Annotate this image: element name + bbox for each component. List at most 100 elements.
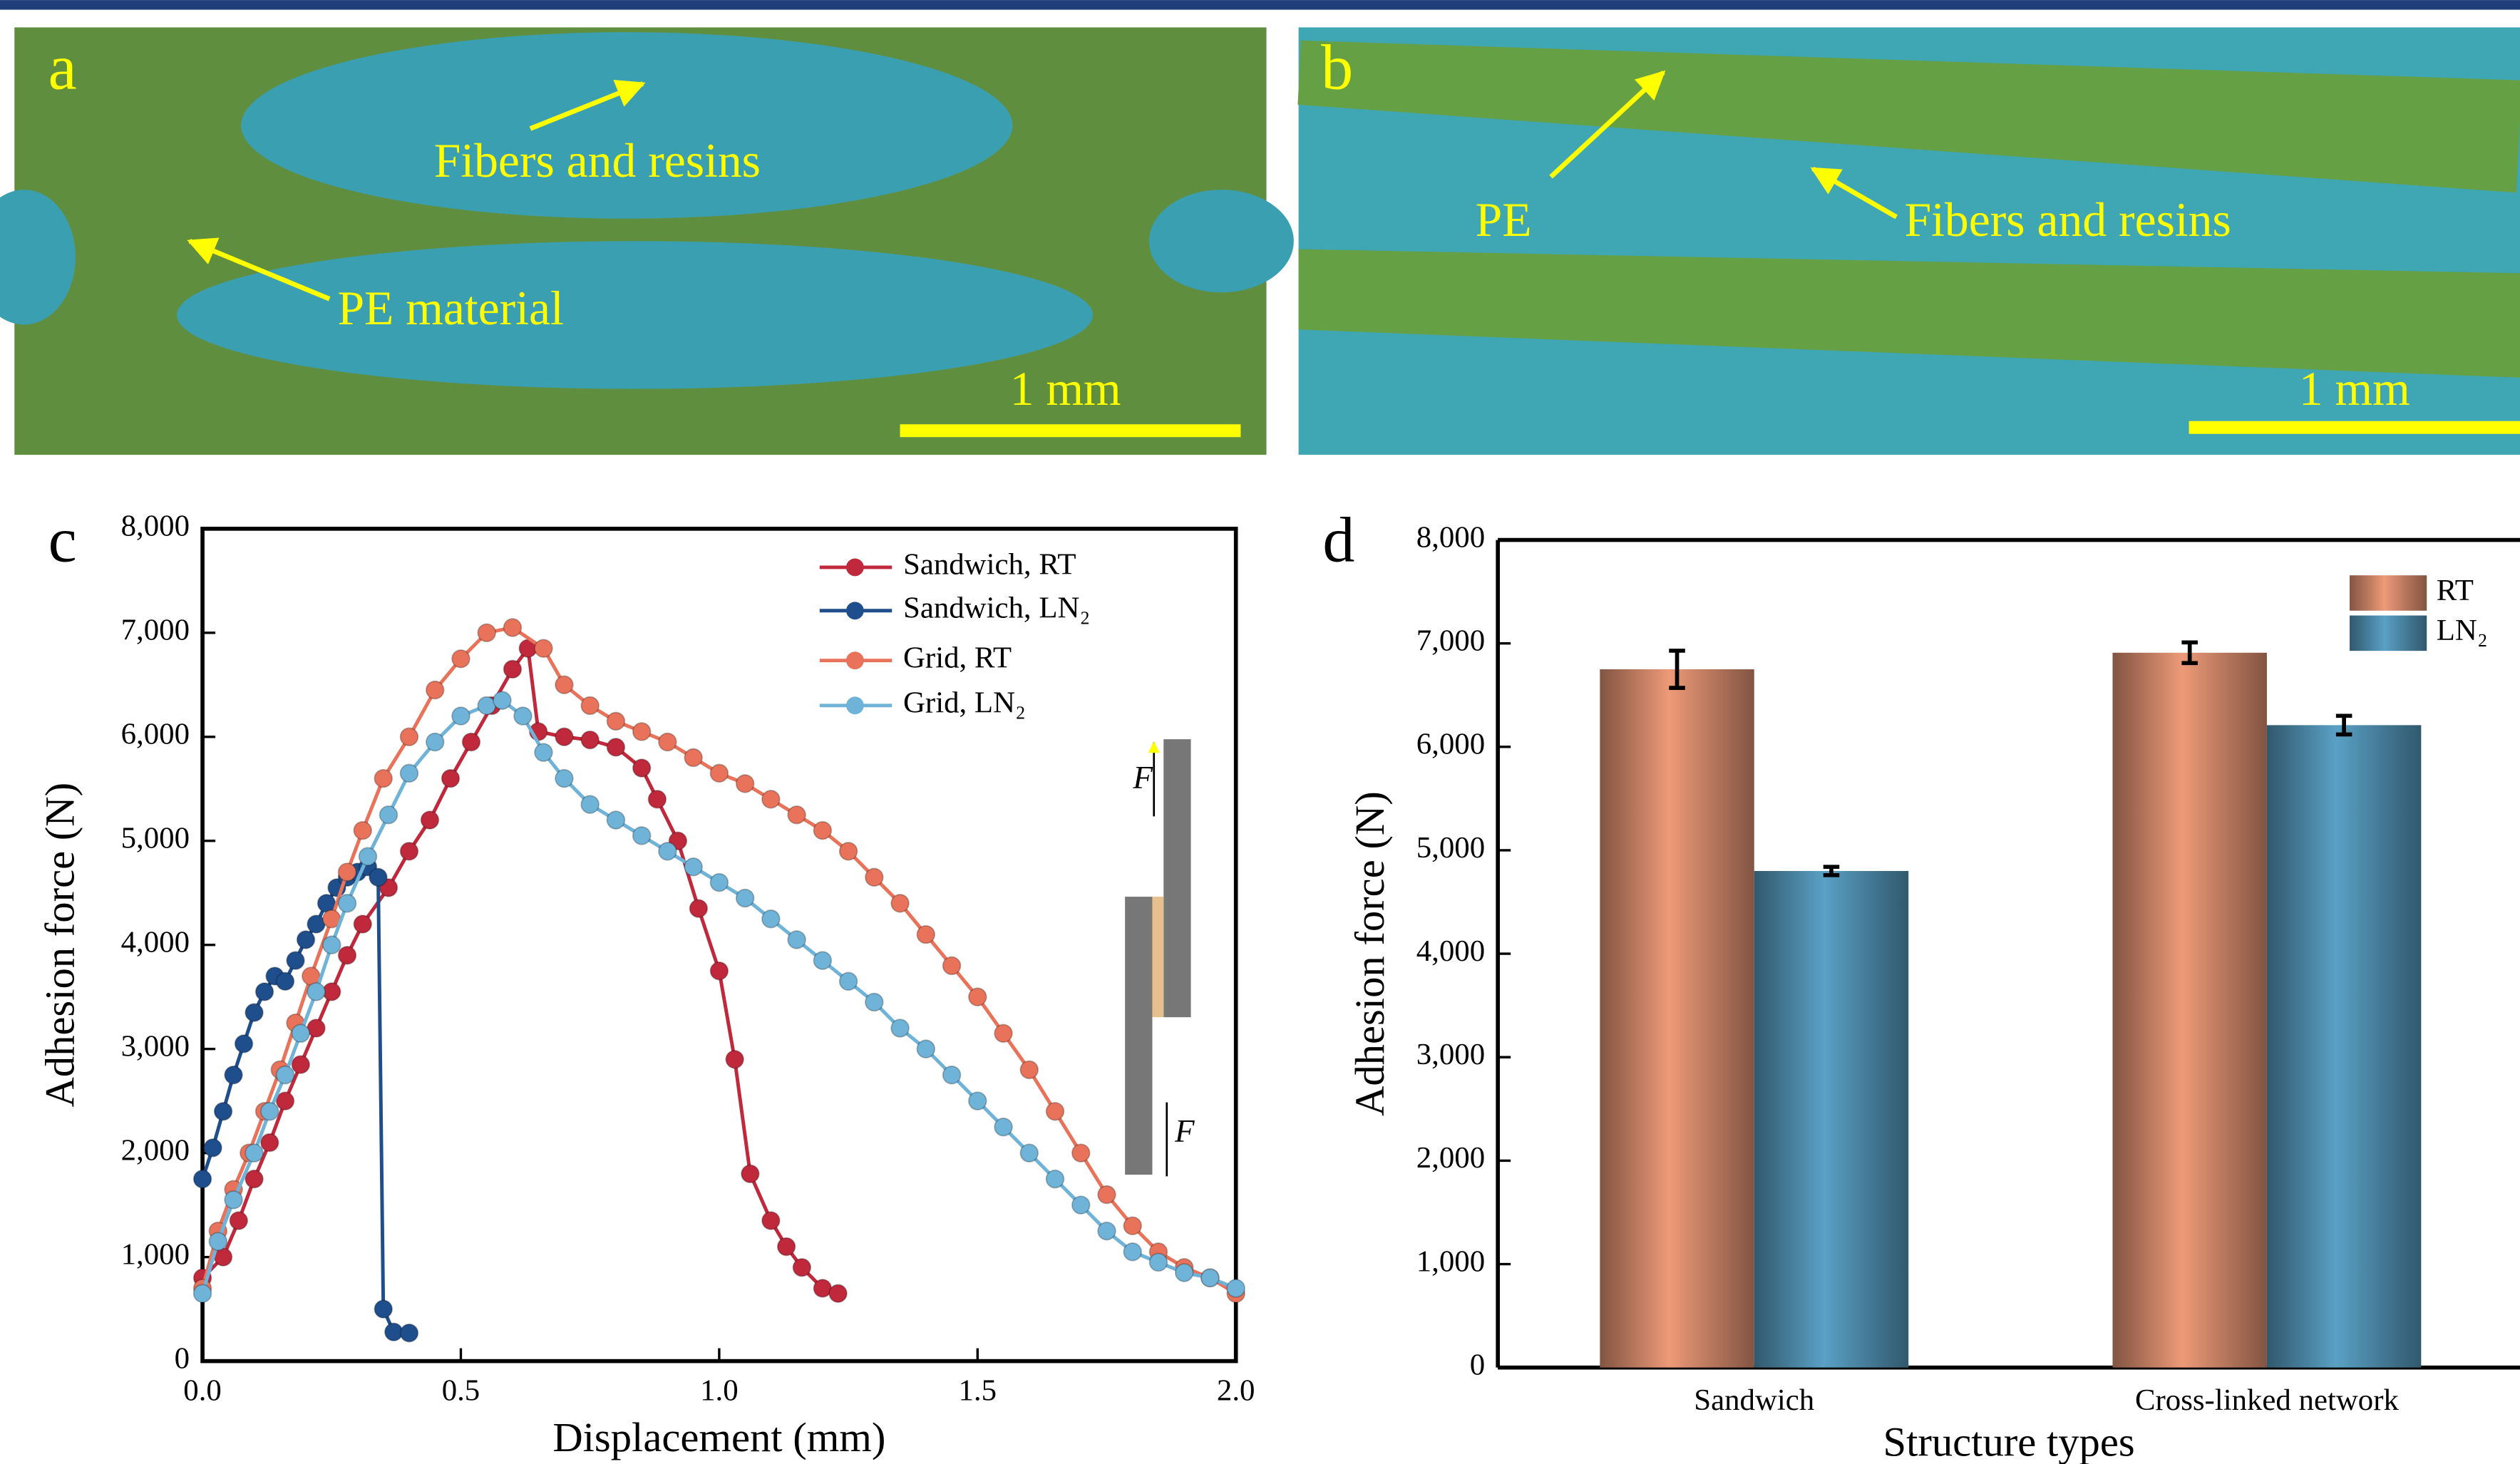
data-point — [555, 727, 574, 747]
adhesive — [1152, 897, 1164, 1018]
data-point — [942, 956, 962, 976]
legend-label: Grid, RT — [903, 641, 1012, 675]
data-point — [684, 857, 703, 877]
data-point — [461, 732, 481, 752]
data-point — [580, 696, 600, 716]
data-point — [399, 763, 419, 783]
data-point — [1019, 1143, 1039, 1163]
data-point — [606, 810, 626, 830]
data-point — [399, 1323, 419, 1343]
data-point — [555, 675, 574, 695]
bar — [1754, 871, 1909, 1368]
y-tick-label: 7,000 — [121, 614, 190, 647]
data-point — [503, 618, 523, 637]
region — [1297, 40, 2520, 193]
data-point — [534, 639, 553, 658]
data-point — [1174, 1263, 1194, 1282]
data-point — [245, 1169, 264, 1189]
data-point — [580, 795, 600, 814]
error-bar — [2181, 640, 2198, 666]
legend-swatch — [2350, 575, 2427, 611]
region — [1298, 249, 2520, 378]
data-point — [291, 1055, 311, 1074]
scale-bar-label: 1 mm — [2299, 362, 2410, 416]
annotation: PE material — [337, 282, 563, 335]
x-axis-label: Displacement (mm) — [552, 1414, 885, 1460]
plot-frame — [200, 526, 1238, 1364]
x-tick-label: Sandwich — [1694, 1383, 1814, 1417]
data-point — [890, 894, 910, 913]
data-point — [735, 774, 755, 793]
y-tick-label: 3,000 — [1416, 1038, 1485, 1071]
data-point — [503, 659, 523, 679]
data-point — [1123, 1216, 1143, 1236]
data-point — [322, 935, 341, 955]
data-point — [374, 1299, 394, 1319]
x-tick-label: 0.0 — [183, 1374, 222, 1408]
data-point — [994, 1024, 1013, 1043]
data-point — [1097, 1185, 1116, 1205]
y-tick-label: 4,000 — [1416, 934, 1485, 968]
data-point — [787, 930, 806, 949]
data-point — [291, 1024, 311, 1043]
data-point — [890, 1019, 910, 1038]
data-point — [580, 730, 600, 750]
data-point — [534, 743, 553, 762]
y-tick-label: 2,000 — [121, 1133, 190, 1167]
data-point — [353, 820, 373, 840]
bar — [1600, 669, 1754, 1368]
data-point — [761, 790, 781, 809]
data-point — [684, 748, 703, 768]
data-point — [234, 1034, 254, 1053]
data-point — [632, 826, 652, 845]
data-point — [916, 924, 936, 944]
data-point — [813, 820, 833, 840]
data-point — [420, 810, 440, 830]
data-point — [776, 1237, 796, 1257]
region — [1148, 190, 1294, 293]
data-point — [709, 961, 729, 981]
y-tick-label: 8,000 — [121, 510, 190, 543]
panel-label: a — [48, 31, 77, 103]
y-tick-label: 5,000 — [121, 822, 190, 855]
data-point — [865, 867, 884, 887]
series-line — [200, 698, 1237, 1294]
x-tick-label: 0.5 — [442, 1374, 480, 1408]
data-point — [451, 649, 470, 669]
data-point — [259, 1101, 279, 1121]
data-point — [203, 1138, 222, 1158]
arrow — [1549, 70, 1666, 179]
data-point — [709, 872, 729, 892]
data-point — [606, 711, 626, 731]
legend-label: Sandwich, LN₂ — [903, 592, 1090, 625]
panel-label: c — [48, 504, 77, 575]
data-point — [967, 1091, 987, 1110]
data-point — [441, 768, 461, 788]
error-bar — [2335, 713, 2352, 737]
data-point — [709, 763, 729, 783]
data-point — [838, 971, 858, 991]
series-line — [200, 625, 1237, 1295]
data-point — [358, 847, 378, 866]
data-point — [245, 1143, 264, 1163]
data-point — [865, 992, 884, 1012]
plate — [1125, 897, 1153, 1175]
data-point — [1071, 1195, 1091, 1215]
force-label: F — [1174, 1113, 1195, 1149]
legend-marker — [845, 651, 864, 670]
data-point — [337, 862, 357, 882]
data-point — [275, 1091, 295, 1110]
y-tick-label: 4,000 — [121, 926, 190, 959]
data-point — [1200, 1268, 1220, 1288]
legend-swatch — [2350, 615, 2427, 651]
plate — [1163, 739, 1191, 1018]
data-point — [647, 790, 667, 809]
legend-label: LN₂ — [2437, 614, 2488, 647]
data-point — [916, 1039, 936, 1058]
y-tick-label: 1,000 — [121, 1237, 190, 1271]
data-point — [337, 946, 357, 965]
x-tick-label: 2.0 — [1217, 1374, 1255, 1408]
data-point — [787, 805, 806, 825]
y-tick-label: 8,000 — [1416, 520, 1485, 554]
